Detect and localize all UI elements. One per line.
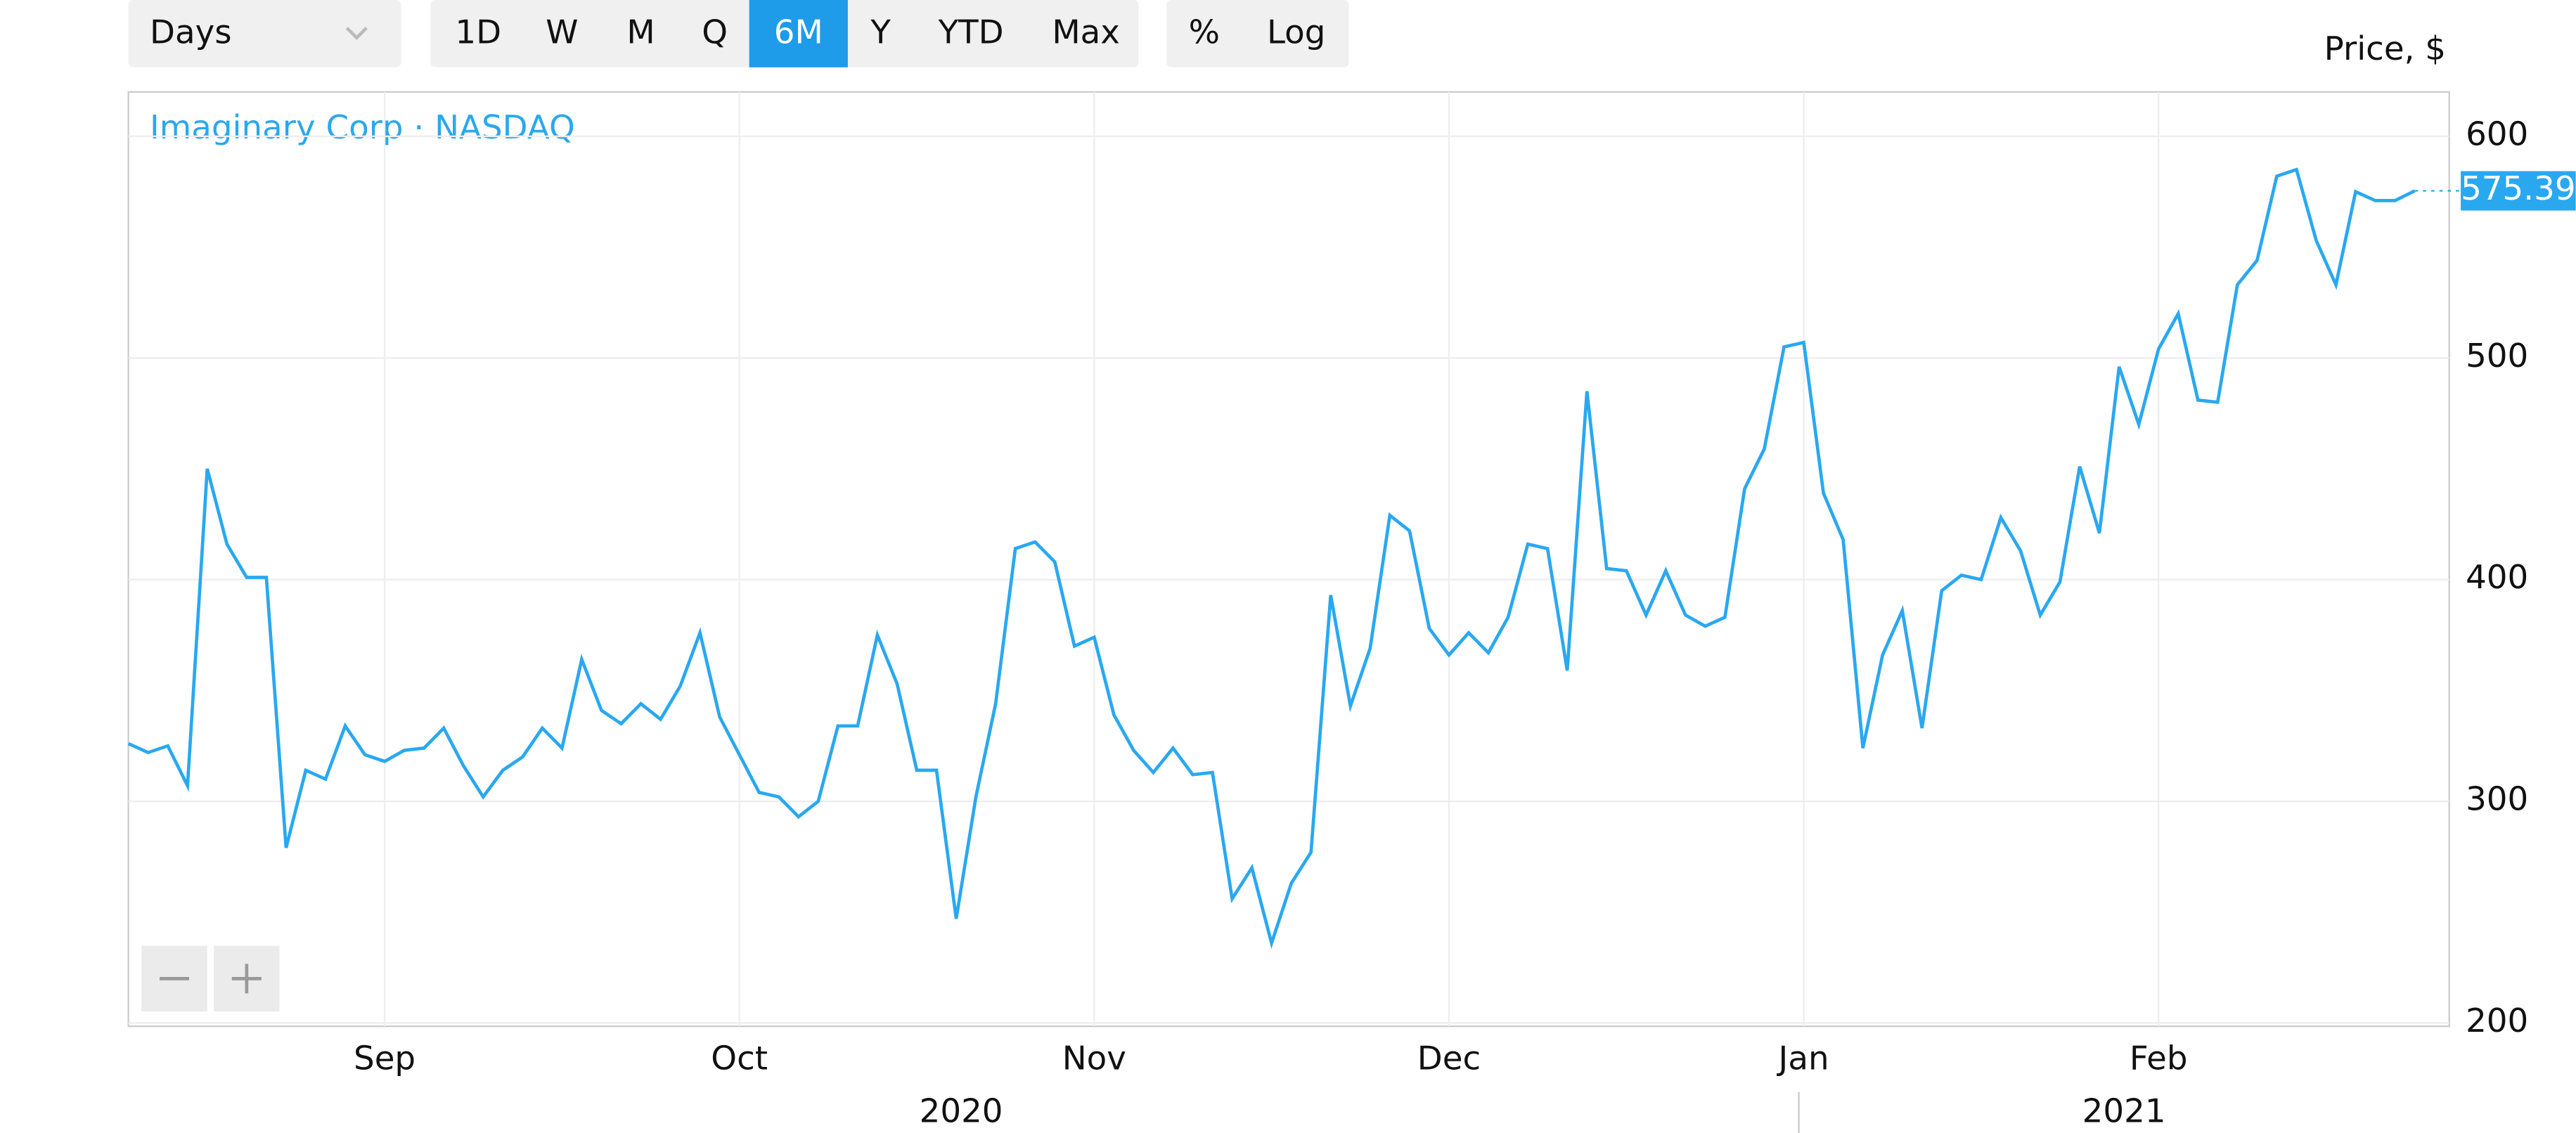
last-price-label: 575.39 <box>2461 170 2575 208</box>
x-tick-label: Sep <box>354 1040 416 1078</box>
x-tick-label: Jan <box>1777 1040 1829 1078</box>
range-button[interactable]: Q <box>702 14 728 52</box>
plot-frame <box>127 91 2450 1028</box>
y-axis-title: Price, $ <box>2324 30 2446 68</box>
last-price-badge <box>2461 171 2576 211</box>
mode-button[interactable]: % <box>1189 14 1220 52</box>
y-tick-label: 400 <box>2466 559 2528 597</box>
y-tick-label: 500 <box>2466 337 2528 375</box>
mode-group <box>1166 0 1349 67</box>
range-button[interactable]: 6M <box>774 14 823 52</box>
chart-layer: 1D W M Q 6M Y YTD Max% Log 200 300 400 500 600 Sep Oct N… <box>127 0 2576 1130</box>
interval-label: Days <box>150 14 232 52</box>
range-button[interactable]: YTD <box>938 14 1004 52</box>
range-active <box>749 0 848 67</box>
interval-select[interactable] <box>128 0 401 67</box>
x-tick-label: Oct <box>711 1040 768 1078</box>
dropdown-arrow <box>345 27 368 41</box>
year-label: 2021 <box>2082 1092 2166 1130</box>
zoom-icons <box>160 964 262 994</box>
x-tick-label: Nov <box>1062 1040 1126 1078</box>
range-button[interactable]: Y <box>870 14 891 52</box>
range-button[interactable]: W <box>546 14 578 52</box>
mode-button[interactable]: Log <box>1267 14 1325 52</box>
price-line <box>127 167 2416 950</box>
range-button[interactable]: Max <box>1052 14 1120 52</box>
y-tick-label: 600 <box>2466 115 2528 153</box>
range-button[interactable]: 1D <box>455 14 501 52</box>
y-tick-label: 300 <box>2466 781 2528 819</box>
series-legend: Imaginary Corp · NASDAQ <box>150 109 575 147</box>
x-tick-label: Feb <box>2130 1040 2188 1078</box>
year-label: 2020 <box>920 1092 1003 1130</box>
x-tick-label: Dec <box>1417 1040 1481 1078</box>
range-button[interactable]: M <box>626 14 655 52</box>
y-tick-label: 200 <box>2466 1002 2528 1040</box>
